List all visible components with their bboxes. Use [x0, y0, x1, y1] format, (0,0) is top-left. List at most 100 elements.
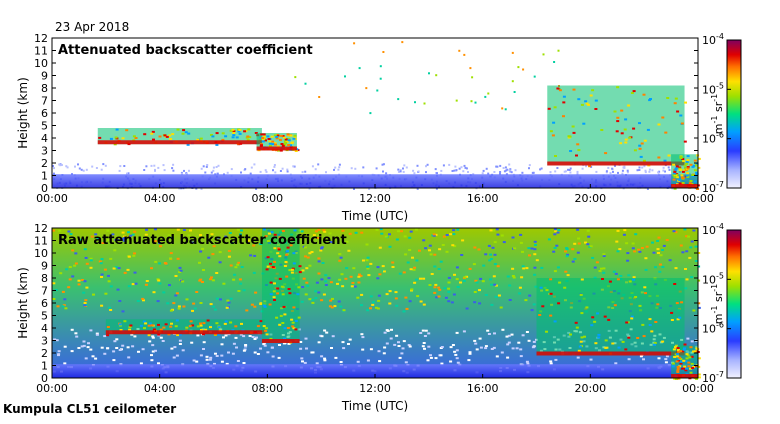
noise-pixel — [447, 300, 451, 303]
noise-pixel — [519, 348, 523, 351]
noise-pixel — [402, 340, 406, 343]
noise-pixel — [109, 257, 113, 260]
noise-pixel — [312, 234, 316, 237]
noise-pixel — [230, 242, 234, 245]
noise-pixel — [430, 273, 434, 275]
noise-pixel — [496, 165, 499, 168]
noise-pixel — [511, 267, 515, 270]
noise-pixel — [170, 236, 174, 239]
y-tick-label: 5 — [41, 120, 48, 133]
noise-pixel — [478, 302, 482, 305]
noise-pixel — [661, 249, 664, 251]
noise-pixel — [479, 346, 483, 349]
noise-pixel — [622, 233, 626, 236]
y-tick-label: 5 — [41, 310, 48, 323]
noise-pixel — [501, 328, 505, 331]
noise-pixel — [602, 267, 606, 270]
noise-pixel — [595, 261, 599, 264]
noise-pixel — [410, 288, 414, 291]
noise-pixel — [385, 172, 388, 175]
noise-pixel — [158, 282, 162, 285]
noise-pixel — [415, 278, 418, 281]
noise-pixel — [232, 278, 236, 281]
noise-pixel — [68, 266, 72, 268]
noise-pixel — [585, 165, 587, 168]
noise-pixel — [178, 266, 182, 269]
noise-pixel — [493, 241, 497, 244]
noise-pixel — [508, 163, 511, 166]
noise-pixel — [428, 72, 430, 75]
noise-pixel — [83, 304, 87, 307]
noise-pixel — [553, 270, 557, 273]
noise-pixel — [366, 265, 370, 268]
noise-pixel — [381, 163, 384, 166]
noise-pixel — [377, 350, 381, 353]
noise-pixel — [209, 356, 213, 359]
noise-pixel — [463, 276, 467, 279]
noise-pixel — [304, 337, 308, 340]
noise-pixel — [311, 165, 314, 168]
noise-pixel — [359, 274, 363, 277]
noise-pixel — [323, 359, 327, 362]
noise-pixel — [141, 297, 145, 300]
cloud-layer-4 — [671, 345, 701, 380]
noise-pixel — [305, 281, 309, 284]
noise-pixel — [111, 233, 115, 236]
noise-pixel — [448, 163, 451, 166]
colorbar-tick-label: 10-6 — [702, 131, 724, 146]
noise-pixel — [304, 293, 308, 296]
noise-pixel — [122, 239, 126, 242]
noise-pixel — [162, 164, 165, 167]
noise-pixel — [456, 228, 460, 231]
noise-pixel — [391, 266, 395, 268]
noise-pixel — [357, 275, 361, 278]
noise-pixel — [571, 248, 575, 251]
noise-pixel — [351, 281, 355, 284]
noise-pixel — [587, 235, 591, 238]
noise-pixel — [554, 170, 557, 173]
noise-pixel — [403, 164, 406, 167]
noise-pixel — [413, 266, 417, 269]
noise-pixel — [589, 358, 593, 361]
noise-pixel — [445, 234, 449, 236]
noise-pixel — [215, 355, 219, 357]
noise-pixel — [252, 271, 256, 274]
noise-pixel — [528, 254, 531, 257]
colorbar: 10-4 10-5 10-6 10-7 m-1 sr-1 — [702, 222, 742, 385]
noise-pixel — [156, 300, 160, 303]
noise-pixel — [651, 241, 654, 244]
noise-pixel — [320, 246, 324, 249]
noise-pixel — [494, 295, 498, 298]
noise-pixel — [468, 267, 472, 270]
noise-pixel — [254, 291, 258, 294]
noise-pixel — [428, 284, 432, 286]
noise-pixel — [539, 168, 542, 171]
x-tick-label: 16:00 — [467, 192, 499, 205]
noise-pixel — [602, 271, 606, 274]
noise-pixel — [382, 163, 385, 166]
noise-pixel — [202, 341, 206, 344]
noise-pixel — [489, 229, 493, 232]
noise-pixel — [661, 266, 665, 268]
noise-pixel — [85, 286, 89, 289]
noise-pixel — [486, 329, 490, 332]
noise-pixel — [304, 170, 307, 173]
noise-pixel — [511, 236, 515, 239]
noise-pixel — [631, 247, 635, 250]
noise-pixel — [519, 241, 523, 244]
noise-pixel — [556, 167, 559, 169]
noise-pixel — [399, 169, 402, 172]
noise-pixel — [212, 245, 216, 248]
noise-pixel — [330, 347, 333, 349]
y-axis-label: Height (km) — [16, 267, 30, 338]
noise-pixel — [402, 170, 405, 173]
x-tick-label: 16:00 — [467, 382, 499, 395]
noise-pixel — [388, 233, 391, 236]
noise-pixel — [116, 288, 120, 291]
noise-pixel — [299, 347, 303, 350]
noise-pixel — [356, 296, 360, 299]
noise-pixel — [487, 92, 490, 95]
noise-pixel — [192, 359, 196, 362]
noise-pixel — [621, 169, 624, 172]
noise-pixel — [453, 169, 456, 172]
